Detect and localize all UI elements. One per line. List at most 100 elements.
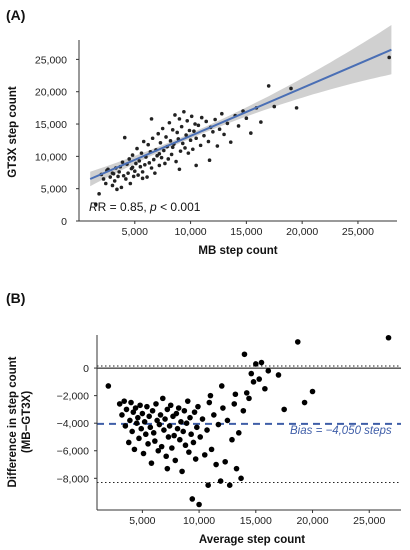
- correlation-annotation: RR = 0.85, p < 0.001: [89, 200, 201, 214]
- data-point: [189, 114, 194, 119]
- data-point: [224, 417, 231, 424]
- data-point: [101, 177, 106, 181]
- data-point: [110, 171, 115, 175]
- data-point: [149, 117, 154, 121]
- data-point: [180, 428, 187, 435]
- data-point: [215, 144, 220, 148]
- data-point: [164, 406, 171, 413]
- data-point: [138, 164, 143, 169]
- data-point: [193, 122, 197, 126]
- data-point: [175, 405, 182, 411]
- data-point: [194, 163, 198, 168]
- data-point: [190, 439, 197, 446]
- x-tick-label: 15,000: [240, 515, 272, 527]
- data-point: [199, 416, 206, 422]
- data-point: [138, 425, 145, 432]
- data-point: [137, 402, 143, 409]
- data-point: [133, 420, 140, 426]
- data-point: [243, 390, 250, 396]
- data-point: [158, 140, 163, 145]
- data-point: [161, 427, 167, 433]
- data-point: [188, 138, 193, 142]
- data-point: [126, 171, 130, 175]
- data-point: [166, 423, 173, 429]
- y-ticks-b: 0 −2,000 −4,000 −6,000 −8,000: [57, 363, 97, 485]
- data-point: [165, 434, 172, 440]
- data-point: [135, 146, 139, 151]
- data-point: [385, 334, 392, 341]
- data-point: [169, 152, 174, 157]
- data-point: [108, 175, 113, 179]
- panel-b: (B) 5,000 10,000 15,000 20,000 25,000 0 −2,00…: [6, 290, 401, 546]
- data-point: [195, 403, 201, 410]
- data-point: [129, 428, 135, 435]
- data-point: [177, 117, 182, 121]
- data-point: [155, 447, 162, 454]
- data-point: [244, 116, 249, 121]
- y-axis-title-b-line2: (MB−GT3X): [21, 391, 33, 453]
- data-point: [211, 129, 215, 134]
- data-point: [183, 420, 190, 426]
- data-point: [146, 142, 150, 147]
- data-point: [127, 157, 132, 161]
- data-point: [139, 410, 146, 417]
- data-point: [141, 419, 148, 425]
- x-tick-label: 15,000: [230, 226, 262, 238]
- data-point: [163, 453, 169, 460]
- data-point: [167, 120, 172, 125]
- data-point: [184, 398, 191, 404]
- data-point: [235, 430, 242, 436]
- y-axis-title-b-line1: Difference in step count: [7, 356, 19, 487]
- data-point: [110, 183, 115, 188]
- data-point: [258, 359, 265, 366]
- data-point: [162, 148, 166, 153]
- p-symbol: p: [149, 200, 157, 214]
- data-point: [187, 414, 193, 421]
- data-point: [157, 151, 162, 156]
- data-point: [103, 181, 108, 186]
- x-axis-title-a: MB step count: [198, 245, 277, 257]
- data-point: [187, 128, 192, 133]
- data-point: [294, 339, 301, 345]
- data-point: [208, 446, 215, 453]
- data-point: [220, 111, 224, 116]
- data-point: [147, 161, 152, 165]
- data-point: [162, 416, 168, 422]
- y-tick-label: 20,000: [35, 87, 67, 99]
- data-point: [191, 147, 195, 152]
- data-point: [136, 173, 140, 177]
- data-point: [148, 460, 155, 466]
- scatter-points-a: [93, 55, 391, 206]
- data-point: [191, 409, 198, 415]
- data-point: [281, 406, 287, 413]
- data-point: [164, 465, 171, 472]
- y-tick-label: −8,000: [57, 473, 90, 485]
- data-point: [147, 424, 154, 431]
- data-point: [248, 370, 255, 377]
- data-point: [220, 405, 226, 411]
- data-point: [140, 450, 147, 457]
- data-point: [156, 421, 163, 428]
- data-point: [136, 435, 142, 442]
- data-point: [130, 153, 135, 157]
- data-point: [179, 468, 185, 475]
- data-point: [143, 162, 147, 167]
- data-point: [157, 163, 162, 168]
- data-point: [204, 427, 210, 433]
- y-tick-label: 25,000: [35, 54, 67, 66]
- data-point: [170, 145, 175, 150]
- data-point: [159, 155, 164, 160]
- data-point: [185, 119, 190, 123]
- y-axis-title-a: GT3X step count: [7, 86, 19, 178]
- data-point: [192, 129, 196, 133]
- data-point: [259, 120, 263, 124]
- x-tick-label: 5,000: [122, 226, 148, 238]
- data-point: [207, 392, 214, 399]
- data-point: [166, 157, 171, 161]
- data-point: [135, 414, 141, 421]
- data-point: [236, 124, 241, 128]
- x-tick-label: 25,000: [342, 226, 374, 238]
- data-point: [123, 406, 130, 413]
- x-tick-label: 10,000: [183, 515, 215, 527]
- data-point: [130, 165, 135, 170]
